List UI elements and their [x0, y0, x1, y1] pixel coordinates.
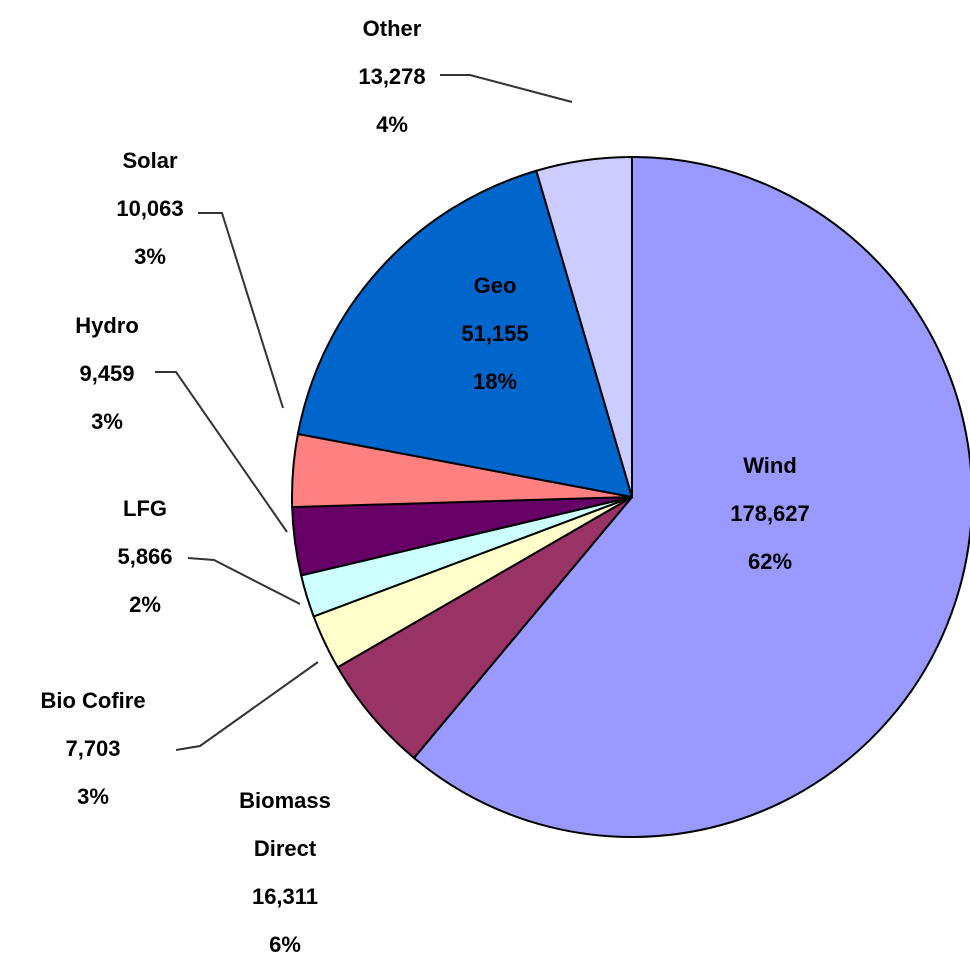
leader-line [440, 74, 573, 103]
value-label: 16,311 [251, 884, 319, 909]
percent-label: 62% [747, 549, 793, 574]
category: Other [362, 16, 422, 41]
category: Bio Cofire [40, 688, 146, 713]
value-label: 178,627 [730, 501, 810, 526]
leader-line [198, 212, 284, 409]
percent-label: 2% [129, 592, 161, 617]
slice-label: Solar 10,063 3% [50, 137, 250, 281]
value-label: 9,459 [79, 361, 135, 386]
percent-label: 3% [77, 784, 109, 809]
percent-label: 6% [269, 932, 301, 957]
slice-label: Bio Cofire 7,703 3% [0, 677, 193, 821]
slice-label: Biomass Direct 16,311 6% [220, 777, 350, 969]
value-label: 51,155 [461, 321, 529, 346]
slice-label: Wind 178,627 62% [660, 442, 880, 586]
category: Biomass Direct [239, 788, 331, 861]
leader-line [155, 371, 288, 533]
percent-label: 18% [472, 369, 518, 394]
slices [291, 155, 970, 838]
category: Geo [473, 273, 517, 298]
category: LFG [123, 496, 167, 521]
percent-label: 4% [376, 112, 408, 137]
leader-line [175, 661, 319, 751]
percent-label: 3% [91, 409, 123, 434]
slice-label: Other 13,278 4% [292, 5, 492, 149]
pie-slice [296, 169, 634, 499]
leader-lines [155, 74, 573, 751]
slice-label: LFG 5,866 2% [45, 485, 245, 629]
category: Hydro [75, 313, 139, 338]
value-label: 10,063 [116, 196, 184, 221]
slice-label: Hydro 9,459 3% [7, 302, 207, 446]
value-label: 13,278 [358, 64, 426, 89]
category: Solar [122, 148, 178, 173]
value-label: 5,866 [117, 544, 173, 569]
leader-line [187, 557, 301, 605]
pie-slice [535, 155, 633, 498]
value-label: 7,703 [65, 736, 121, 761]
pie-slice [412, 155, 970, 838]
slice-label: Geo 51,155 18% [395, 262, 595, 406]
percent-label: 3% [134, 244, 166, 269]
category: Wind [743, 453, 797, 478]
